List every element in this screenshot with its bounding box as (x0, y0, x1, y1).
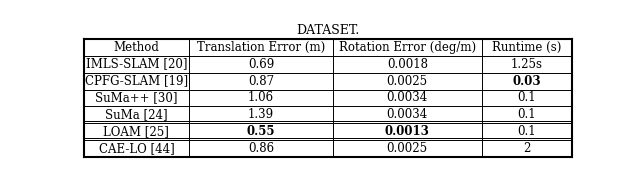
Text: 0.55: 0.55 (246, 125, 275, 138)
Text: Method: Method (113, 41, 159, 54)
Text: IMLS-SLAM [20]: IMLS-SLAM [20] (86, 58, 187, 71)
Text: 0.0018: 0.0018 (387, 58, 428, 71)
Text: 0.0025: 0.0025 (387, 74, 428, 88)
Text: CAE-LO [44]: CAE-LO [44] (99, 142, 174, 155)
Text: DATASET.: DATASET. (296, 24, 360, 37)
Text: 0.69: 0.69 (248, 58, 274, 71)
Text: Runtime (s): Runtime (s) (492, 41, 561, 54)
Text: 0.0034: 0.0034 (387, 108, 428, 121)
Text: 2: 2 (523, 142, 531, 155)
Text: LOAM [25]: LOAM [25] (104, 125, 170, 138)
Text: 0.87: 0.87 (248, 74, 274, 88)
Text: 1.25s: 1.25s (511, 58, 543, 71)
Text: 0.0034: 0.0034 (387, 91, 428, 105)
Text: SuMa++ [30]: SuMa++ [30] (95, 91, 178, 105)
Text: SuMa [24]: SuMa [24] (105, 108, 168, 121)
Text: Translation Error (m): Translation Error (m) (196, 41, 325, 54)
Text: 1.39: 1.39 (248, 108, 274, 121)
Text: 0.1: 0.1 (518, 125, 536, 138)
Text: 0.86: 0.86 (248, 142, 274, 155)
Text: 0.0025: 0.0025 (387, 142, 428, 155)
Text: 0.0013: 0.0013 (385, 125, 429, 138)
Text: 0.1: 0.1 (518, 91, 536, 105)
Text: CPFG-SLAM [19]: CPFG-SLAM [19] (85, 74, 188, 88)
Text: 1.06: 1.06 (248, 91, 274, 105)
Text: 0.1: 0.1 (518, 108, 536, 121)
Text: 0.03: 0.03 (513, 74, 541, 88)
Text: Rotation Error (deg/m): Rotation Error (deg/m) (339, 41, 476, 54)
